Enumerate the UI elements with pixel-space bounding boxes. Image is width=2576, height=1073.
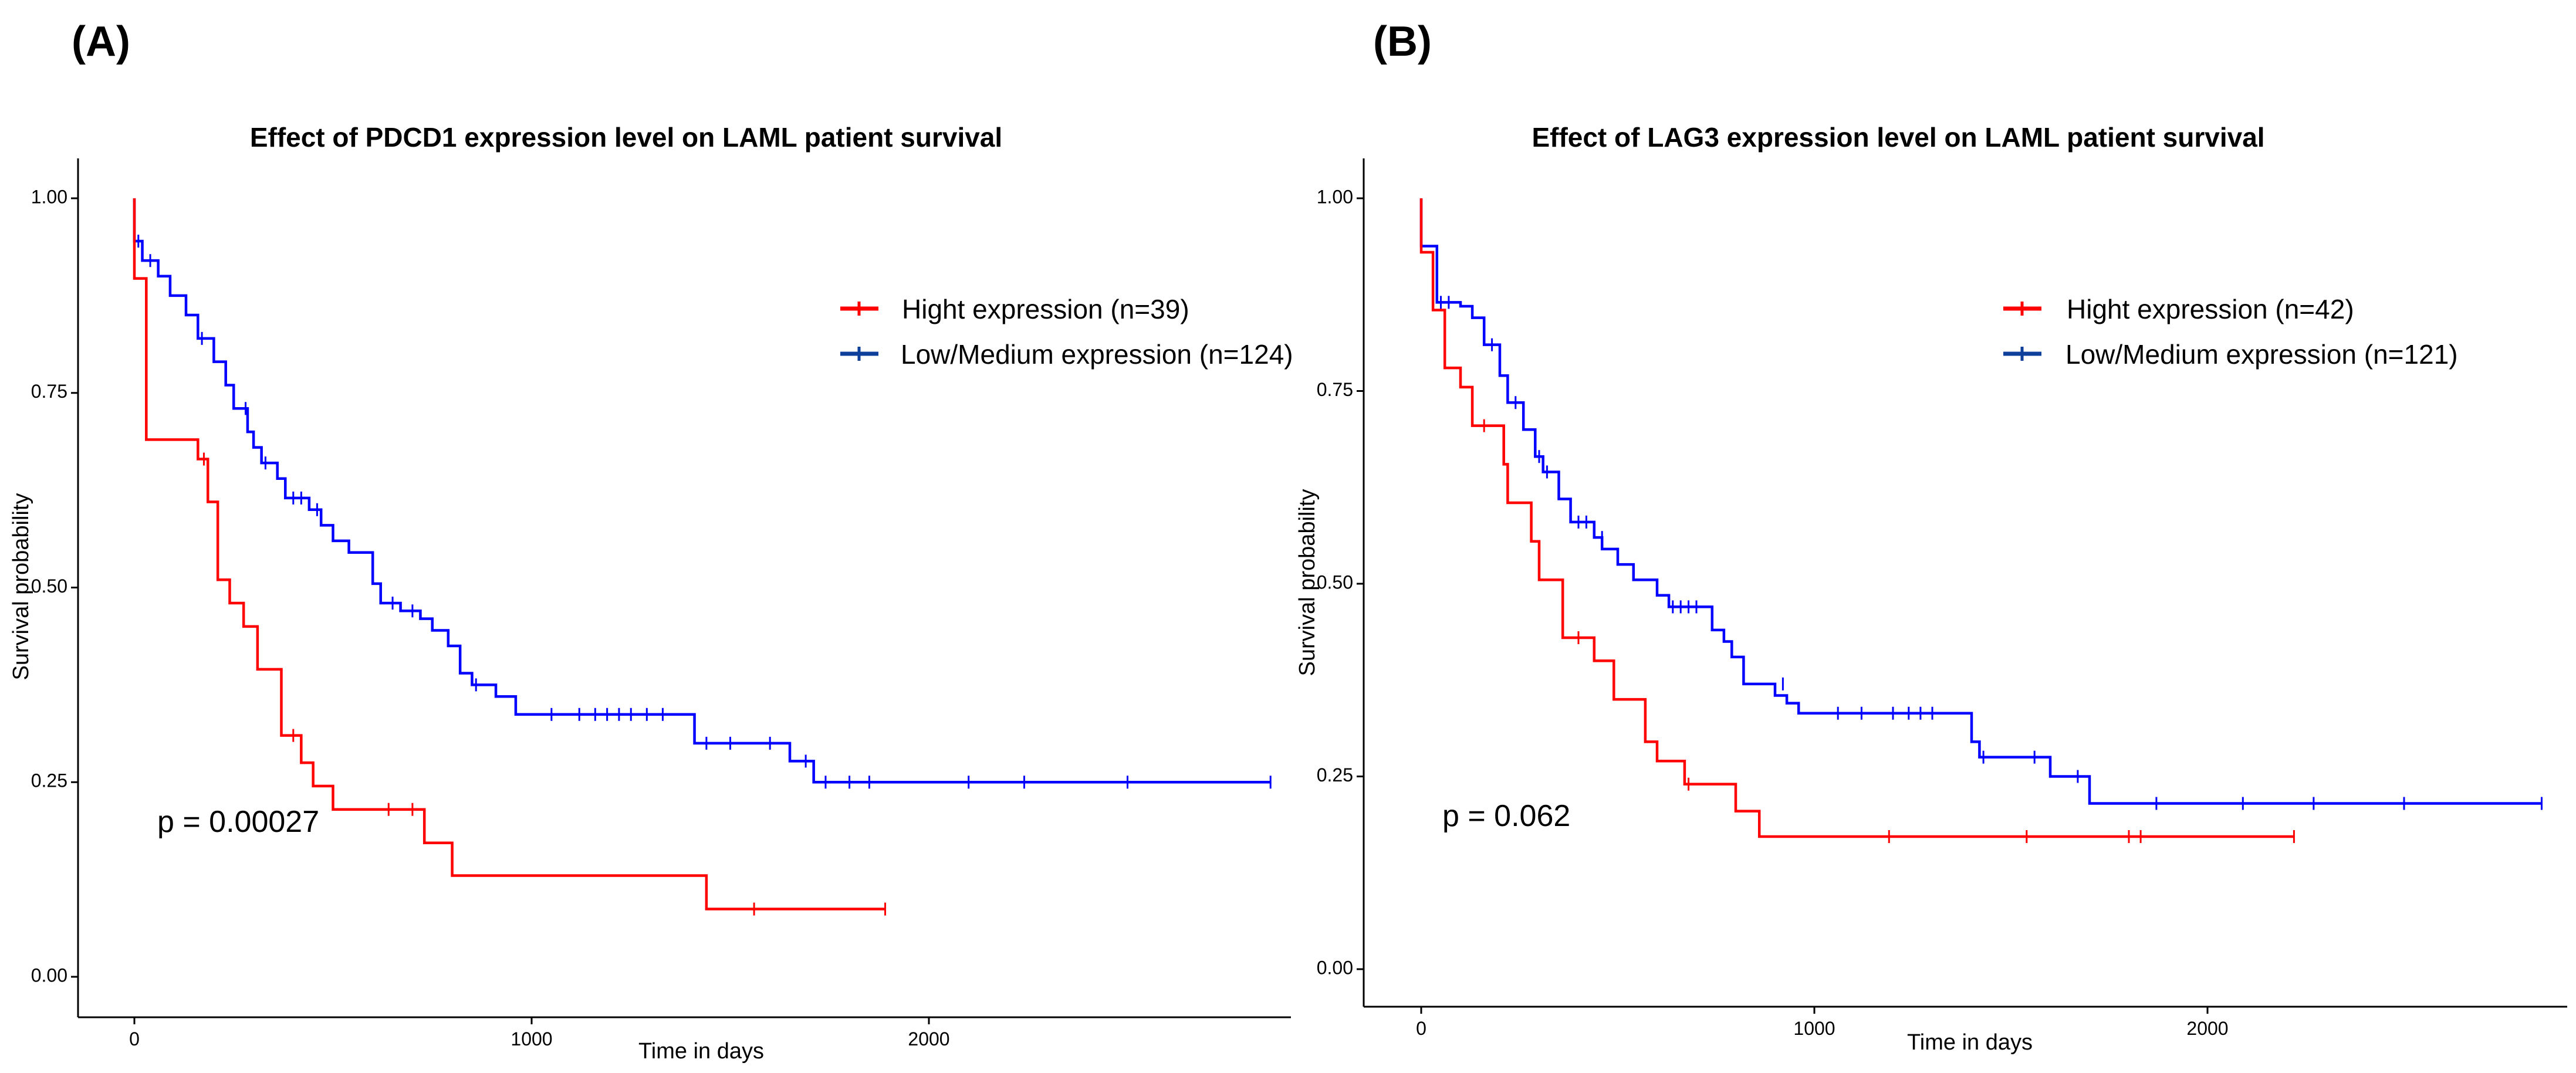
- x-tick-label: 0: [1416, 1018, 1426, 1039]
- y-tick-label: 0.75: [1317, 379, 1353, 400]
- survival-curve-low-medium: [1419, 198, 2542, 805]
- y-tick-label: 0.75: [31, 381, 67, 402]
- legend: Hight expression (n=42) Low/Medium expre…: [2003, 294, 2458, 370]
- x-tick-label: 2000: [2186, 1018, 2228, 1039]
- x-tick-label: 1000: [511, 1028, 552, 1050]
- axis-ticks: 0.00 0.25 0.50 0.75 1.00 0 1000 2000: [31, 186, 950, 1050]
- y-tick-label: 0.00: [1317, 957, 1353, 978]
- survival-curve-low-medium: [133, 198, 1271, 784]
- legend: Hight expression (n=39) Low/Medium expre…: [840, 294, 1293, 370]
- axis-ticks: 0.00 0.25 0.50 0.75 1.00 0 1000 2000: [1317, 186, 2229, 1039]
- y-tick-label: 0.50: [1317, 571, 1353, 593]
- y-axis-label: Survival probability: [1295, 489, 1320, 676]
- survival-curves: [1419, 198, 2543, 843]
- y-tick-label: 1.00: [1317, 186, 1353, 207]
- x-tick-label: 1000: [1793, 1018, 1835, 1039]
- survival-curve-high: [1419, 198, 2294, 838]
- panel-label: (A): [72, 18, 130, 65]
- y-tick-label: 0.25: [31, 770, 67, 791]
- survival-curve-high: [133, 198, 885, 910]
- p-value-annotation: p = 0.00027: [157, 805, 319, 839]
- p-value-annotation: p = 0.062: [1442, 799, 1570, 833]
- legend-label-high: Hight expression (n=39): [902, 294, 1189, 324]
- x-tick-label: 2000: [908, 1028, 949, 1050]
- survival-curves: [133, 198, 1272, 916]
- y-tick-label: 1.00: [31, 186, 67, 207]
- panel-a: (A) Effect of PDCD1 expression level on …: [9, 18, 1293, 1064]
- chart-title: Effect of PDCD1 expression level on LAML…: [250, 122, 1002, 153]
- legend-label-high: Hight expression (n=42): [2067, 294, 2354, 324]
- x-tick-label: 0: [129, 1028, 140, 1050]
- y-tick-label: 0.00: [31, 964, 67, 986]
- legend-label-low-medium: Low/Medium expression (n=121): [2065, 339, 2458, 370]
- chart-title: Effect of LAG3 expression level on LAML …: [1532, 122, 2264, 153]
- legend-label-low-medium: Low/Medium expression (n=124): [901, 339, 1293, 370]
- y-tick-label: 0.25: [1317, 764, 1353, 786]
- panel-label: (B): [1373, 18, 1432, 65]
- panel-b: (B) Effect of LAG3 expression level on L…: [1295, 18, 2567, 1055]
- y-tick-label: 0.50: [31, 576, 67, 597]
- x-axis-label: Time in days: [1907, 1030, 2033, 1055]
- x-axis-label: Time in days: [638, 1039, 764, 1064]
- y-axis-label: Survival probability: [9, 493, 33, 681]
